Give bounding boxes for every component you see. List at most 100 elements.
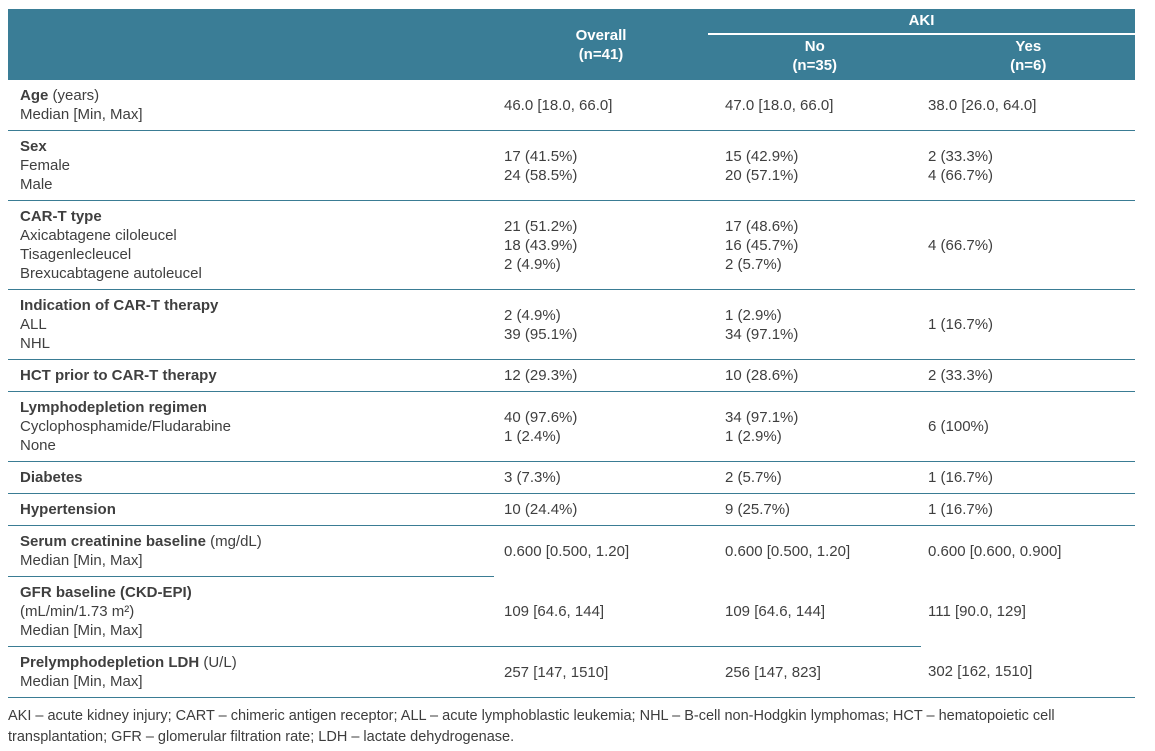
cell-overall: 109 [64.6, 144] bbox=[494, 576, 708, 647]
value-line: 21 (51.2%) bbox=[504, 217, 578, 235]
row-label: Age (years) Median [Min, Max] bbox=[8, 80, 494, 131]
cell-yes: 38.0 [26.0, 64.0] bbox=[921, 80, 1135, 131]
cell-overall: 21 (51.2%) 18 (43.9%) 2 (4.9%) bbox=[494, 200, 708, 290]
value-line: 1 (2.9%) bbox=[725, 427, 782, 445]
value-line: 17 (48.6%) bbox=[725, 217, 799, 235]
value-line: 256 [147, 823] bbox=[725, 663, 821, 681]
row-sublabel: Median [Min, Max] bbox=[20, 552, 143, 569]
row-label: Diabetes bbox=[8, 461, 494, 494]
row-label-title: Age (years) bbox=[20, 86, 484, 105]
row-sublabel: Female bbox=[20, 157, 71, 174]
value-line: 10 (28.6%) bbox=[725, 367, 799, 384]
value-line: 20 (57.1%) bbox=[725, 166, 799, 184]
value-line: 1 (2.9%) bbox=[725, 306, 782, 324]
table-header: Overall (n=41) AKI No (n=35) Yes (n=6) bbox=[8, 9, 1135, 80]
cell-no: 17 (48.6%) 16 (45.7%) 2 (5.7%) bbox=[708, 200, 921, 290]
row-sublabel: Median [Min, Max] bbox=[20, 673, 143, 690]
value-line: 302 [162, 1510] bbox=[928, 663, 1033, 681]
row-label: Lymphodepletion regimen Cyclophosphamide/… bbox=[8, 391, 494, 462]
header-row: Overall (n=41) AKI No (n=35) Yes (n=6) bbox=[8, 9, 1135, 80]
cell-yes: 1 (16.7%) bbox=[921, 461, 1135, 494]
row-label-title: Sex bbox=[20, 137, 484, 156]
value-line: 16 (45.7%) bbox=[725, 236, 799, 254]
cell-overall: 0.600 [0.500, 1.20] bbox=[494, 526, 708, 577]
value-line: 257 [147, 1510] bbox=[504, 663, 609, 681]
row-sublabel: Cyclophosphamide/Fludarabine bbox=[20, 418, 231, 435]
value-line: 4 (66.7%) bbox=[928, 236, 994, 254]
value-line: 46.0 [18.0, 66.0] bbox=[504, 96, 613, 114]
value-line: 0.600 [0.600, 0.900] bbox=[928, 542, 1062, 560]
row-sublabel: Median [Min, Max] bbox=[20, 622, 143, 639]
row-label: Prelymphodepletion LDH (U/L) Median [Min,… bbox=[8, 646, 494, 698]
cell-yes: 111 [90.0, 129] bbox=[921, 577, 1135, 647]
cell-no: 10 (28.6%) bbox=[708, 359, 921, 392]
table-body: Age (years) Median [Min, Max] 46.0 [18.0, … bbox=[8, 80, 1135, 698]
value-line: 47.0 [18.0, 66.0] bbox=[725, 96, 834, 114]
cell-overall: 10 (24.4%) bbox=[494, 493, 708, 526]
table-row: Prelymphodepletion LDH (U/L) Median [Min,… bbox=[8, 646, 1135, 698]
value-line: 34 (97.1%) bbox=[725, 408, 799, 426]
value-line: 40 (97.6%) bbox=[504, 408, 578, 426]
row-label-bold: Serum creatinine baseline bbox=[20, 533, 206, 550]
row-label-unit: (U/L) bbox=[199, 654, 237, 671]
table-row: Lymphodepletion regimen Cyclophosphamide/… bbox=[8, 391, 1135, 462]
row-label-bold: Diabetes bbox=[20, 469, 83, 486]
row-label-title: CAR-T type bbox=[20, 207, 484, 226]
row-label-title: Indication of CAR-T therapy bbox=[20, 296, 484, 315]
header-aki-no-n: (n=35) bbox=[792, 57, 838, 74]
value-line: 2 (4.9%) bbox=[504, 306, 561, 324]
cell-overall: 257 [147, 1510] bbox=[494, 646, 708, 698]
row-label-bold: Lymphodepletion regimen bbox=[20, 399, 207, 416]
footnote-line-2: transplantation; GFR – glomerular filtra… bbox=[8, 729, 515, 745]
header-aki-group: AKI No (n=35) Yes (n=6) bbox=[708, 9, 1135, 80]
cell-no: 256 [147, 823] bbox=[708, 646, 921, 698]
table-row: Diabetes 3 (7.3%) 2 (5.7%) 1 (16.7%) bbox=[8, 461, 1135, 494]
row-label: Hypertension bbox=[8, 493, 494, 526]
table-row: GFR baseline (CKD-EPI) (mL/min/1.73 m²) Me… bbox=[8, 576, 1135, 647]
value-line: 34 (97.1%) bbox=[725, 325, 799, 343]
row-label-unit: (mg/dL) bbox=[205, 533, 262, 550]
cell-yes: 1 (16.7%) bbox=[921, 289, 1135, 360]
row-sublabel: Tisagenlecleucel bbox=[20, 246, 132, 263]
value-line: 109 [64.6, 144] bbox=[504, 602, 605, 620]
cell-no: 15 (42.9%) 20 (57.1%) bbox=[708, 130, 921, 201]
value-line: 17 (41.5%) bbox=[504, 147, 578, 165]
row-label-bold: Hypertension bbox=[20, 501, 116, 518]
row-label-title: GFR baseline (CKD-EPI) bbox=[20, 583, 484, 602]
cell-overall: 3 (7.3%) bbox=[494, 461, 708, 494]
header-overall-n: (n=41) bbox=[578, 45, 624, 63]
value-line: 2 (33.3%) bbox=[928, 367, 994, 384]
cell-overall: 17 (41.5%) 24 (58.5%) bbox=[494, 130, 708, 201]
footnote-line-1: AKI – acute kidney injury; CART – chimer… bbox=[8, 708, 1055, 724]
row-sublabel: Axicabtagene ciloleucel bbox=[20, 227, 177, 244]
row-label: GFR baseline (CKD-EPI) (mL/min/1.73 m²) Me… bbox=[8, 576, 494, 647]
cell-overall: 40 (97.6%) 1 (2.4%) bbox=[494, 391, 708, 462]
header-aki-no-label: No bbox=[804, 38, 825, 55]
header-aki-no: No (n=35) bbox=[708, 35, 922, 80]
value-line: 1 (16.7%) bbox=[928, 501, 994, 518]
cell-yes: 2 (33.3%) 4 (66.7%) bbox=[921, 130, 1135, 201]
header-aki-yes-label: Yes bbox=[1015, 38, 1042, 55]
value-line: 4 (66.7%) bbox=[928, 166, 994, 184]
row-label-bold: Prelymphodepletion LDH bbox=[20, 654, 200, 671]
cell-yes: 1 (16.7%) bbox=[921, 493, 1135, 526]
cell-no: 2 (5.7%) bbox=[708, 461, 921, 494]
row-label: CAR-T type Axicabtagene ciloleucel Tisagen… bbox=[8, 200, 494, 290]
value-line: 24 (58.5%) bbox=[504, 166, 578, 184]
value-line: 12 (29.3%) bbox=[504, 367, 578, 384]
row-label-bold: Sex bbox=[20, 138, 47, 155]
cell-no: 34 (97.1%) 1 (2.9%) bbox=[708, 391, 921, 462]
row-label: Indication of CAR-T therapy ALL NHL bbox=[8, 289, 494, 360]
value-line: 1 (16.7%) bbox=[928, 316, 994, 333]
row-sublabel: Median [Min, Max] bbox=[20, 106, 143, 123]
header-overall-label: Overall bbox=[575, 26, 627, 44]
row-label-bold: GFR baseline (CKD-EPI) bbox=[20, 584, 192, 601]
row-label-unit: (years) bbox=[48, 87, 100, 104]
cell-yes: 6 (100%) bbox=[921, 391, 1135, 462]
row-label-title: Hypertension bbox=[20, 500, 484, 519]
cell-no: 0.600 [0.500, 1.20] bbox=[708, 526, 921, 577]
value-line: 0.600 [0.500, 1.20] bbox=[725, 542, 851, 560]
cell-overall: 46.0 [18.0, 66.0] bbox=[494, 80, 708, 131]
value-line: 0.600 [0.500, 1.20] bbox=[504, 542, 630, 560]
